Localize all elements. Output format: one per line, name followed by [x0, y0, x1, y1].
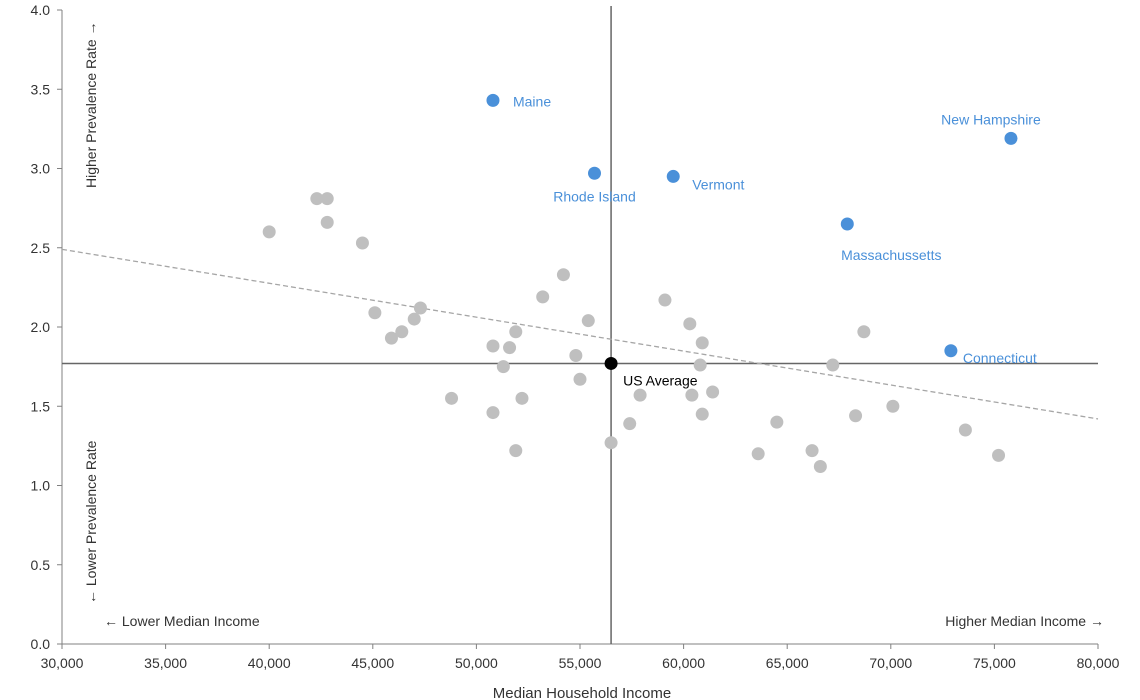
highlighted-state-label: New Hampshire [941, 111, 1041, 127]
state-point [581, 314, 595, 328]
state-point [486, 339, 500, 353]
y-tick-label: 2.5 [31, 240, 51, 256]
state-point [633, 388, 647, 402]
quadrant-label-left: ← Lower Median Income [104, 613, 260, 629]
state-point [445, 391, 459, 405]
state-point [262, 225, 276, 239]
highlighted-state-label: Connecticut [963, 350, 1037, 366]
state-point [623, 417, 637, 431]
state-point [693, 358, 707, 372]
quadrant-label-top: Higher Prevalence Rate → [83, 21, 99, 188]
reference-lines-layer [62, 6, 1098, 644]
state-point [536, 290, 550, 304]
trendline [61, 248, 1099, 420]
state-point [503, 341, 517, 355]
state-point [320, 215, 334, 229]
state-point [515, 391, 529, 405]
highlighted-state-point [666, 169, 680, 183]
highlighted-state-point [588, 166, 602, 180]
state-point [486, 406, 500, 420]
labels-layer: Maine Rhode Island Vermont New Hampshire Mas… [513, 93, 1041, 388]
x-tick-label: 75,000 [973, 655, 1016, 671]
state-point [569, 349, 583, 363]
highlighted-state-point [840, 217, 854, 231]
x-tick-label: 70,000 [869, 655, 912, 671]
x-tick-label: 65,000 [766, 655, 809, 671]
state-point [813, 459, 827, 473]
x-tick-label: 80,000 [1077, 655, 1120, 671]
y-tick-label: 3.0 [31, 161, 51, 177]
y-tick-label: 1.5 [31, 398, 51, 414]
quadrant-label-bottom: ← Lower Prevalence Rate [83, 440, 99, 604]
highlighted-state-label: Massachussetts [841, 247, 941, 263]
state-point [706, 385, 720, 399]
points-layer [262, 93, 1018, 473]
state-point [958, 423, 972, 437]
state-point [849, 409, 863, 423]
state-point [604, 436, 618, 450]
state-point [509, 325, 523, 339]
state-point [751, 447, 765, 461]
state-point [695, 407, 709, 421]
state-point [857, 325, 871, 339]
trendline-layer [61, 248, 1099, 420]
x-tick-label: 50,000 [455, 655, 498, 671]
x-axis-title: Median Household Income [493, 685, 671, 700]
highlighted-state-label: Rhode Island [553, 188, 636, 204]
state-point [509, 444, 523, 458]
us-average-label: US Average [623, 372, 698, 388]
highlighted-state-label: Vermont [692, 176, 744, 192]
state-point [573, 372, 587, 386]
state-point [310, 192, 324, 206]
state-point [805, 444, 819, 458]
y-tick-label: 1.0 [31, 478, 51, 494]
x-tick-label: 55,000 [559, 655, 602, 671]
state-point [395, 325, 409, 339]
state-point [556, 268, 570, 282]
state-point [407, 312, 421, 326]
state-point [384, 331, 398, 345]
us-average-point [604, 356, 618, 370]
x-tick-label: 45,000 [351, 655, 394, 671]
state-point [695, 336, 709, 350]
state-point [770, 415, 784, 429]
x-tick-label: 35,000 [144, 655, 187, 671]
axes-layer: 30,000 35,000 40,000 45,000 50,000 55,000 60,0… [31, 2, 1120, 671]
highlighted-state-point [944, 344, 958, 358]
y-tick-label: 0.5 [31, 557, 51, 573]
highlighted-state-point [1004, 131, 1018, 145]
highlighted-state-label: Maine [513, 93, 551, 109]
y-tick-label: 0.0 [31, 636, 51, 652]
state-point [496, 360, 510, 374]
y-tick-label: 4.0 [31, 2, 51, 18]
state-point [658, 293, 672, 307]
state-point [368, 306, 382, 320]
highlighted-state-point [486, 93, 500, 107]
state-point [826, 358, 840, 372]
state-point [992, 448, 1006, 462]
y-tick-label: 3.5 [31, 81, 51, 97]
state-point [320, 192, 334, 206]
x-tick-label: 60,000 [662, 655, 705, 671]
x-tick-label: 30,000 [41, 655, 84, 671]
y-tick-label: 2.0 [31, 319, 51, 335]
x-tick-label: 40,000 [248, 655, 291, 671]
state-point [886, 399, 900, 413]
state-point [355, 236, 369, 250]
quadrant-label-right: Higher Median Income → [945, 613, 1104, 629]
state-point [685, 388, 699, 402]
state-point [683, 317, 697, 331]
state-point [413, 301, 427, 315]
